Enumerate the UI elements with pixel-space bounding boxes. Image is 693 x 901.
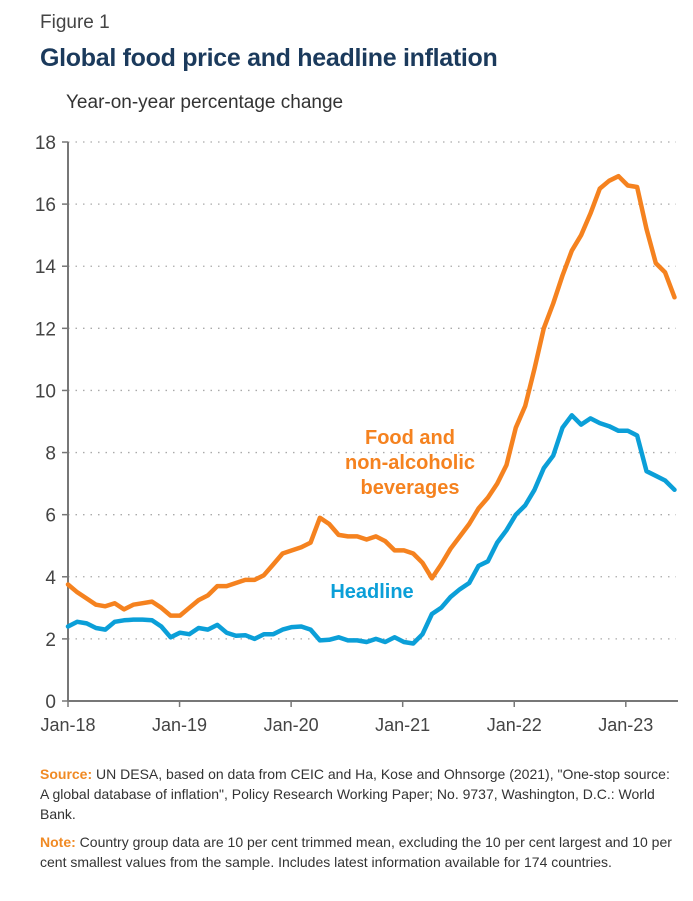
y-tick-label: 10 xyxy=(35,381,56,402)
y-tick-label: 4 xyxy=(45,568,56,589)
y-tick-label: 16 xyxy=(35,195,56,216)
x-tick-label: Jan-19 xyxy=(152,715,207,735)
series-label: Food and xyxy=(365,427,455,449)
series-line-headline xyxy=(65,413,677,646)
x-tick-label: Jan-22 xyxy=(487,715,542,735)
chart-title: Global food price and headline inflation xyxy=(40,44,498,72)
source-text: UN DESA, based on data from CEIC and Ha,… xyxy=(40,766,670,822)
x-tick-label: Jan-23 xyxy=(598,715,653,735)
y-axis-label: Year-on-year percentage change xyxy=(66,92,344,113)
x-tick-label: Jan-21 xyxy=(375,715,430,735)
footnote: Note: Country group data are 10 per cent… xyxy=(40,832,680,872)
y-tick-label: 2 xyxy=(45,630,56,651)
figure-label: Figure 1 xyxy=(40,12,110,33)
y-tick-label: 12 xyxy=(35,319,56,340)
x-tick-label: Jan-20 xyxy=(264,715,319,735)
y-tick-label: 18 xyxy=(35,133,56,154)
series-label: beverages xyxy=(361,477,460,499)
y-tick-label: 8 xyxy=(45,444,56,465)
y-tick-label: 6 xyxy=(45,506,56,527)
note-label: Note: xyxy=(40,834,76,850)
line-chart: 0 2 4 6 8 10 12 14 16 18 Jan-18 Jan-19 Jan-20 Jan-21 J… xyxy=(35,133,678,735)
series-line-food xyxy=(65,173,677,618)
y-tick-label: 0 xyxy=(45,692,56,713)
series-label: non-alcoholic xyxy=(345,452,475,474)
x-tick-label: Jan-18 xyxy=(40,715,95,735)
note-text: Country group data are 10 per cent trimm… xyxy=(40,834,672,870)
source-label: Source: xyxy=(40,766,93,782)
y-tick-label: 14 xyxy=(35,257,57,278)
series-label: Headline xyxy=(330,581,413,603)
source-note: Source: UN DESA, based on data from CEIC… xyxy=(40,764,680,824)
